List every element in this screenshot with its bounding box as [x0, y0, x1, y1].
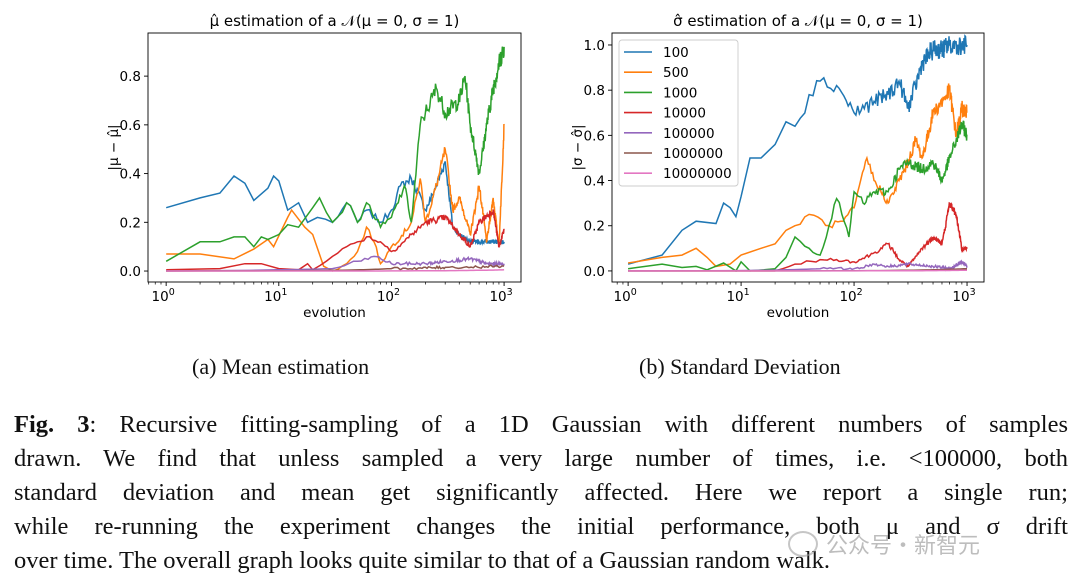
axes-frame: [147, 32, 522, 283]
y-axis-label: |μ − μ̂|: [106, 124, 122, 170]
x-tick-label: 102: [377, 287, 400, 305]
x-tick-exponent: 3: [507, 287, 513, 298]
series-line-1000: [627, 120, 968, 272]
y-axis-label: |σ − σ̂|: [570, 124, 586, 170]
series-line-100: [627, 34, 968, 265]
wechat-icon: [788, 531, 818, 557]
series-line-500: [627, 83, 968, 268]
x-tick-label: 100: [152, 287, 175, 305]
caption-line-3: standard deviation and mean get signific…: [14, 479, 1068, 506]
legend-label: 1000000: [663, 146, 723, 162]
figure-caption: Fig. 3: Recursive fitting-sampling of a …: [14, 408, 1068, 578]
watermark-text: 公众号・新智元: [826, 534, 981, 559]
caption-text: : Recursive fitting-sampling of a 1D Gau…: [89, 411, 1068, 438]
caption-line-1: Fig. 3: Recursive fitting-sampling of a …: [14, 408, 1068, 442]
legend-label: 500: [663, 65, 689, 81]
y-tick-label: 0.4: [584, 174, 605, 190]
y-tick-label: 0.8: [120, 69, 141, 85]
x-axis-label: evolution: [767, 305, 830, 321]
series-line-100: [165, 161, 505, 247]
caption-line-4: while re-running the experiment changes …: [14, 513, 1068, 540]
y-tick-label: 0.8: [584, 83, 605, 99]
y-tick-label: 0.2: [584, 219, 605, 235]
y-tick-label: 1.0: [584, 38, 605, 54]
series-line-1000000: [166, 264, 505, 272]
x-tick-label: 103: [489, 287, 512, 305]
series-line-10000: [628, 201, 968, 272]
y-tick-label: 0.2: [120, 215, 141, 231]
x-tick-exponent: 1: [744, 287, 750, 298]
subcaption-b: (b) Standard Deviation: [639, 354, 841, 379]
caption-line-2: drawn. We find that unless sampled a ver…: [14, 445, 1068, 472]
y-tick-label: 0.6: [120, 118, 141, 134]
legend-label: 100000: [663, 126, 715, 142]
x-tick-label: 103: [952, 287, 975, 305]
watermark: 公众号・新智元: [788, 528, 980, 560]
x-tick-exponent: 2: [394, 287, 400, 298]
x-axis-label: evolution: [303, 305, 366, 321]
x-tick-exponent: 3: [970, 287, 976, 298]
subcaption-a: (a) Mean estimation: [192, 354, 370, 379]
series-line-10000: [166, 209, 505, 271]
y-tick-label: 0.4: [120, 167, 141, 183]
y-tick-label: 0.6: [584, 128, 605, 144]
series-line-10000000: [166, 269, 505, 272]
legend-label: 100: [663, 45, 689, 61]
x-tick-exponent: 1: [281, 287, 287, 298]
legend-label: 10000000: [663, 166, 732, 182]
y-tick-label: 0.0: [584, 264, 605, 280]
axes-frame: [611, 32, 985, 283]
series-line-500: [166, 123, 505, 272]
figure-label: Fig. 3: [14, 411, 90, 438]
x-tick-label: 102: [839, 287, 862, 305]
x-tick-exponent: 0: [169, 287, 175, 298]
series-line-100000: [166, 255, 505, 272]
x-tick-label: 101: [726, 287, 749, 305]
chart-title: μ̂ estimation of a 𝒩(μ = 0, σ = 1): [210, 12, 460, 30]
chart-title: σ̂ estimation of a 𝒩(μ = 0, σ = 1): [673, 12, 923, 30]
x-tick-label: 100: [614, 287, 637, 305]
series-line-100000: [628, 259, 968, 272]
caption-line-5: over time. The overall graph looks quite…: [14, 547, 831, 574]
legend-label: 10000: [663, 106, 706, 122]
legend-label: 1000: [663, 85, 697, 101]
x-tick-label: 101: [264, 287, 287, 305]
x-tick-exponent: 0: [631, 287, 637, 298]
legend: 100 500 1000 10000 100000 1000000 10000000: [618, 39, 739, 187]
x-tick-exponent: 2: [857, 287, 863, 298]
series-line-10000000: [628, 269, 967, 272]
series-line-1000: [165, 46, 505, 262]
y-tick-label: 0.0: [120, 264, 141, 280]
legend-box: [618, 39, 739, 187]
